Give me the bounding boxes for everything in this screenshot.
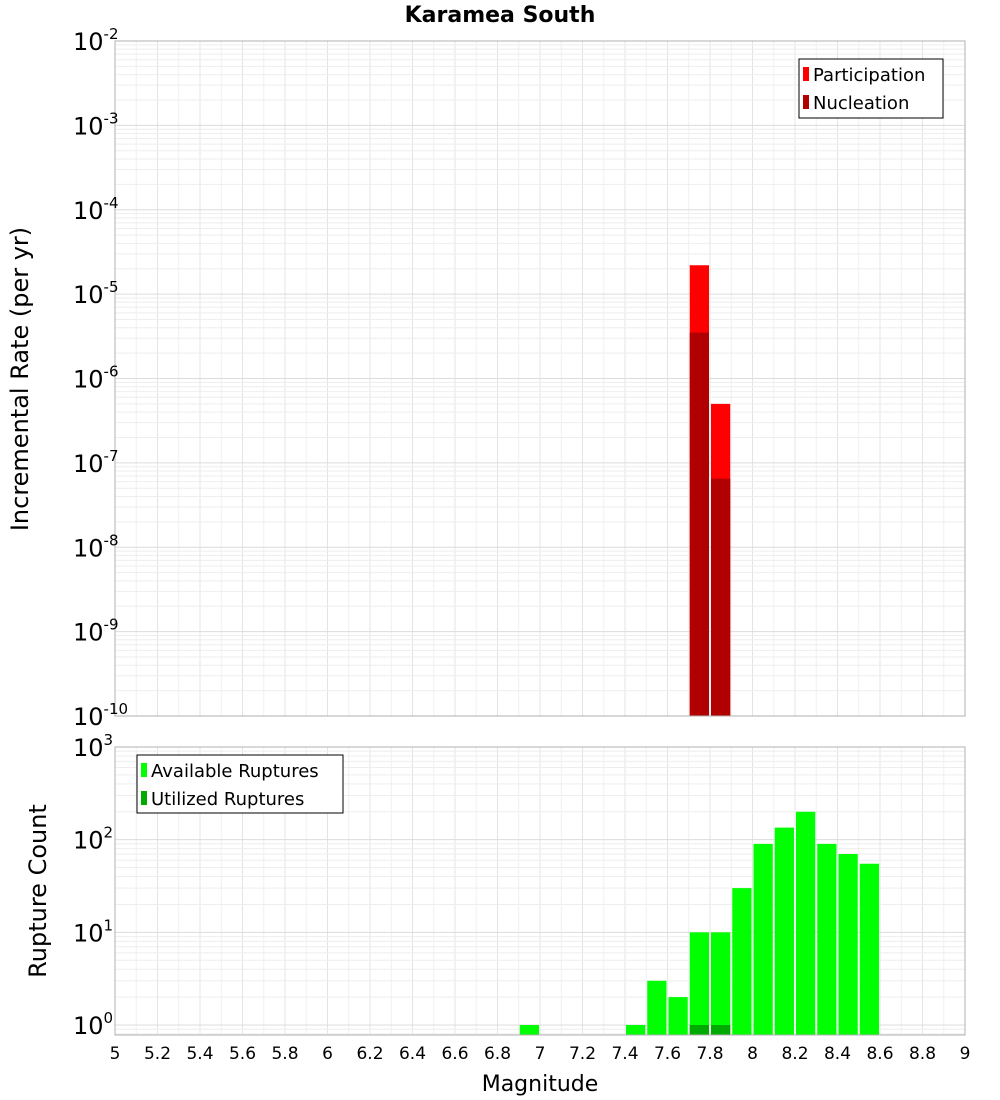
top-panel: 10-2 10-3 10-4 10-5 10-6 10-7 10-8 10-9 10-10 Par… [73, 25, 966, 731]
x-tick-label: 7.2 [569, 1044, 596, 1064]
x-tick-label: 7 [535, 1044, 546, 1064]
top-y-tick-label: 10-8 [73, 531, 119, 562]
bottom-bar-available-ruptures [711, 932, 731, 1035]
bottom-legend-box [136, 754, 344, 814]
bottom-legend-swatch [141, 763, 147, 777]
top-legend-label: Nucleation [813, 93, 909, 114]
x-tick-label: 6.2 [356, 1044, 383, 1064]
top-bar-nucleation [689, 332, 709, 716]
bottom-bar-available-ruptures [668, 997, 688, 1035]
x-tick-label: 5.8 [271, 1044, 298, 1064]
x-tick-label: 8.4 [824, 1044, 851, 1064]
bottom-y-tick-label: 102 [73, 824, 113, 855]
x-tick-label: 8.6 [866, 1044, 893, 1064]
top-legend: Participation Nucleation [798, 58, 944, 119]
top-y-tick-label: 10-5 [73, 278, 119, 309]
x-tick-label: 6 [322, 1044, 333, 1064]
x-tick-label: 6.6 [441, 1044, 468, 1064]
x-tick-label: 8 [747, 1044, 758, 1064]
bottom-legend: Available Ruptures Utilized Ruptures [136, 754, 344, 814]
top-legend-swatch [803, 95, 809, 109]
top-legend-label: Participation [813, 65, 925, 86]
bottom-bar-available-ruptures [774, 827, 794, 1035]
top-y-tick-label: 10-10 [73, 700, 128, 731]
bottom-bars [519, 811, 879, 1035]
top-y-tick-label: 10-2 [73, 25, 119, 56]
top-plot-frame [114, 40, 966, 717]
bottom-bar-available-ruptures [817, 843, 837, 1035]
bottom-bar-available-ruptures [859, 863, 879, 1035]
bottom-bar-available-ruptures [689, 932, 709, 1035]
top-legend-box [798, 58, 944, 119]
top-y-tick-label: 10-9 [73, 616, 119, 647]
x-tick-label: 8.2 [781, 1044, 808, 1064]
bottom-legend-label: Utilized Ruptures [151, 789, 304, 810]
chart-title: Karamea South [405, 3, 596, 28]
x-tick-label: 5.4 [186, 1044, 213, 1064]
x-tick-label: 5.6 [229, 1044, 256, 1064]
bottom-y-axis-label: Rupture Count [24, 804, 52, 978]
x-tick-label: 7.8 [696, 1044, 723, 1064]
x-axis-label: Magnitude [482, 1072, 599, 1097]
top-bar-nucleation [711, 478, 731, 716]
top-grid [114, 41, 966, 717]
bottom-bar-available-ruptures [838, 854, 858, 1035]
bottom-legend-label: Available Ruptures [151, 761, 319, 782]
bottom-bar-available-ruptures [519, 1025, 539, 1035]
bottom-legend-swatch [141, 791, 147, 805]
x-tick-label: 9 [960, 1044, 971, 1064]
top-y-tick-label: 10-3 [73, 109, 119, 140]
bottom-bar-available-ruptures [753, 843, 773, 1035]
bottom-y-tick-label: 100 [73, 1009, 113, 1040]
x-tick-label: 6.4 [399, 1044, 426, 1064]
bottom-y-tick-label: 103 [73, 731, 113, 762]
bottom-bar-available-ruptures [647, 980, 667, 1035]
bottom-panel: 103 102 101 100 5 5.2 5.4 5.6 5.8 6 6.2 6.4 6.6 6.8 7 7… [73, 731, 970, 1064]
top-y-tick-label: 10-7 [73, 447, 119, 478]
x-tick-label: 8.8 [909, 1044, 936, 1064]
top-legend-swatch [803, 67, 809, 81]
bottom-bar-utilized-ruptures [711, 1025, 731, 1035]
bottom-bar-available-ruptures [732, 888, 752, 1035]
top-y-axis-label: Incremental Rate (per yr) [6, 227, 34, 531]
x-tick-label: 5 [110, 1044, 121, 1064]
x-tick-label: 5.2 [144, 1044, 171, 1064]
bottom-plot-frame [114, 746, 966, 1036]
x-tick-label: 7.4 [611, 1044, 638, 1064]
x-tick-label: 7.6 [654, 1044, 681, 1064]
bottom-y-tick-label: 101 [73, 916, 113, 947]
x-tick-label: 6.8 [484, 1044, 511, 1064]
top-y-tick-label: 10-6 [73, 363, 119, 394]
bottom-bar-utilized-ruptures [689, 1025, 709, 1035]
bottom-bar-available-ruptures [626, 1025, 646, 1035]
bottom-bar-available-ruptures [796, 811, 816, 1035]
top-y-tick-label: 10-4 [73, 194, 119, 225]
top-bars [689, 265, 731, 716]
